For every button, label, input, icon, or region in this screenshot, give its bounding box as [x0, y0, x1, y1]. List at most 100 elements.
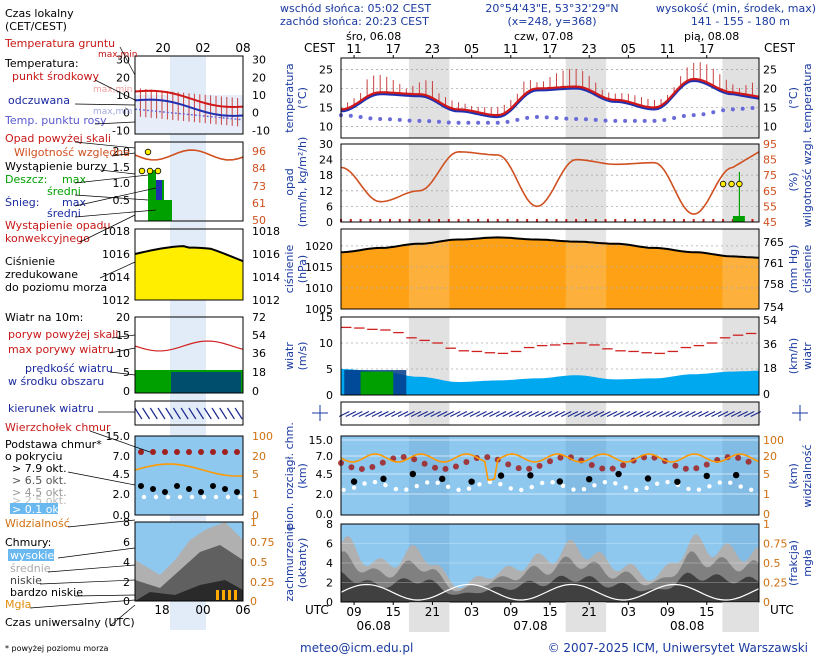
dew-point-dot — [387, 117, 392, 122]
mini-wind-arrow — [157, 407, 166, 420]
temp-panel-frame — [340, 57, 760, 139]
cloud-night-band — [565, 436, 607, 515]
legend-snow: Śnieg: — [5, 196, 39, 209]
mini-cloud-dark-dot — [138, 483, 144, 489]
mini-vis-tick-right: 20 — [252, 450, 266, 463]
precip-marker — [624, 219, 627, 222]
dew-point-dot — [681, 113, 686, 118]
mini-wind-arrow — [234, 407, 243, 420]
cloud-top-dot — [745, 458, 752, 465]
precip-marker — [604, 219, 607, 222]
bottom-date: 06.08 — [356, 619, 390, 633]
mini-storm-marker — [146, 167, 154, 175]
cloud-top-dot — [693, 465, 700, 472]
legend-footnote: * powyżej poziomu morza — [5, 644, 109, 653]
mini-cloud-white-dot — [201, 494, 207, 500]
precip-marker — [643, 219, 646, 222]
cloud-panel-frame — [340, 435, 760, 516]
mini-cloud-frame — [134, 435, 244, 516]
cloud-base-dot — [487, 479, 493, 485]
utc-right-label: UTC — [770, 603, 794, 617]
humid-tick: 55 — [763, 200, 777, 213]
temp-axis-label: temperatura — [283, 63, 296, 132]
legend-leader-line — [109, 371, 136, 376]
mini-humid-tick: 73 — [252, 180, 266, 193]
visibility-axis-label: widzialność — [801, 444, 814, 507]
wind-direction-arrow — [685, 410, 696, 418]
compass-icon — [792, 405, 808, 421]
humid-tick: 45 — [763, 216, 777, 229]
mini-pressure-frame — [134, 228, 244, 301]
precip-marker — [614, 219, 617, 222]
legend-precip-above: Opad powyżej skali — [5, 132, 111, 145]
cloud-top-dot — [547, 458, 553, 465]
mini-cloud-top-dot — [150, 449, 156, 455]
mini-cc-frame — [134, 521, 244, 602]
cloud-base-dot — [602, 479, 608, 485]
cc-tick: 6 — [326, 538, 333, 551]
precip-marker — [349, 219, 352, 222]
dew-point-dot — [593, 117, 598, 122]
cloud-base-dot — [613, 481, 618, 486]
mini-vis-tick-right: 5 — [252, 468, 259, 481]
mini-cloud-dark-dot — [174, 483, 180, 489]
pressure-unit-label: (hPa) — [296, 255, 309, 283]
wind-axis-label: wiatr — [283, 342, 296, 370]
mini-cloud-top-dot — [198, 449, 204, 455]
cloud-base-dot — [686, 486, 691, 492]
legend-leader-line — [39, 579, 136, 585]
top-hour-tick: 05 — [464, 42, 479, 56]
mini-temp-frame — [134, 55, 244, 135]
legend-cloud-base2: o pokryciu — [5, 450, 62, 463]
mini-winddir-frame — [134, 400, 244, 426]
wind-direction-arrow — [521, 410, 533, 418]
temp-panel-bg — [341, 58, 759, 138]
wind-direction-arrow — [495, 410, 507, 418]
wind-direction-arrow — [482, 410, 494, 418]
precip-tick: 24 — [319, 154, 333, 167]
cloud-base-dark-dot — [409, 470, 417, 478]
bottom-hour-tick: 21 — [425, 605, 440, 619]
visibility-tick: 20 — [763, 450, 777, 463]
dew-point-dot — [750, 106, 755, 110]
wind-kmh-tick: 54 — [763, 314, 777, 327]
utc-left-label: UTC — [305, 603, 329, 617]
mini-pressure-line — [134, 245, 244, 263]
top-hour-tick: 17 — [542, 42, 557, 56]
legend-leader-line — [67, 471, 136, 486]
cloud-tick: 2.0 — [316, 488, 334, 501]
dew-point-dot — [711, 110, 716, 115]
mini-cloud-white-dot — [177, 494, 183, 500]
mini-rain-bar — [164, 200, 172, 221]
precip-tick: 18 — [319, 169, 333, 182]
wind-direction-arrow — [639, 410, 650, 418]
cloud-base-dot — [644, 485, 649, 491]
mini-humid-tick: 61 — [252, 197, 266, 210]
precip-axis-label: opad — [283, 168, 296, 195]
legend-rain-mean: średni — [47, 185, 81, 198]
wind-tick: 0 — [326, 389, 333, 402]
wind-direction-arrow — [587, 410, 598, 418]
wind-tick: 10 — [319, 337, 333, 350]
pressure-mm-tick: 754 — [763, 301, 784, 314]
mini-cloud-white-dot — [141, 494, 147, 500]
wind-direction-arrow — [743, 410, 755, 418]
cloud-top-dot — [400, 454, 407, 461]
legend-leader-line — [99, 261, 136, 279]
dew-point-dot — [515, 117, 520, 122]
cloud-base-dot — [404, 487, 409, 492]
precip-marker — [379, 219, 382, 222]
cloud-base-dot — [372, 479, 378, 485]
mini-cloud-white-dot — [213, 494, 219, 500]
mini-fog-bar — [222, 590, 225, 600]
pressure-tick: 1020 — [305, 240, 333, 253]
cloud-top-dot — [536, 462, 543, 469]
wind-direction-arrow — [737, 410, 748, 418]
humid-tick: 85 — [763, 154, 777, 167]
mini-wind-tick-left: 20 — [116, 311, 130, 324]
cloud-base-dot — [571, 487, 576, 492]
precip-marker — [663, 219, 666, 222]
copyright-text: © 2007-2025 ICM, Uniwersytet Warszawski — [548, 641, 808, 655]
email-link[interactable]: meteo@icm.edu.pl — [300, 641, 413, 655]
storm-marker — [728, 180, 735, 188]
